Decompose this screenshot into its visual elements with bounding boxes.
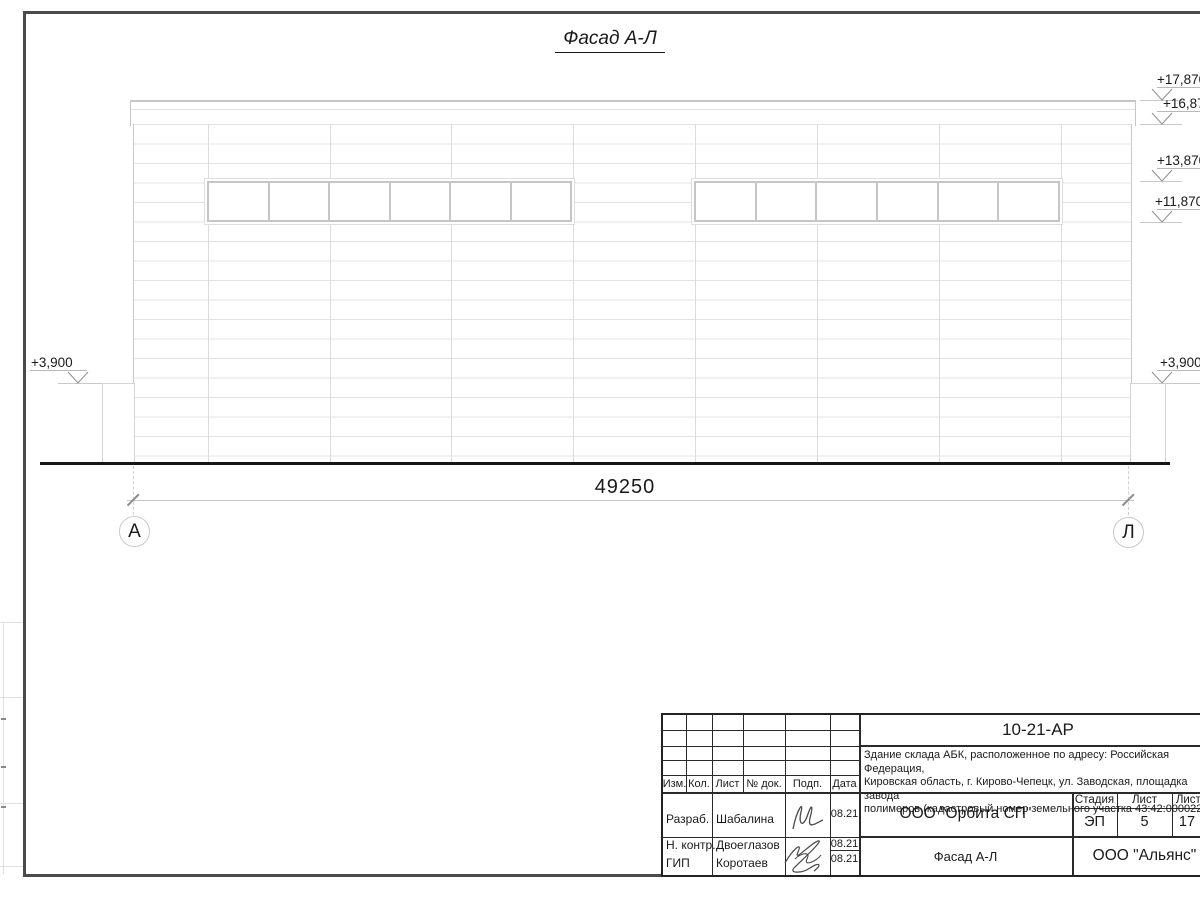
- ground-line: [40, 462, 1170, 465]
- row-date: 08.21: [830, 853, 859, 865]
- elevation-arrow-icon: [1151, 210, 1173, 223]
- col-header-izm: Изм.: [662, 777, 687, 790]
- elevation-leader: [1140, 100, 1182, 101]
- axis-bubble-l: Л: [1113, 517, 1144, 548]
- elevation-leader: [1140, 181, 1182, 182]
- elevation-arrow-icon: [1151, 371, 1173, 384]
- elevation-arrow-icon: [67, 371, 89, 384]
- elevation-leader: [1157, 87, 1200, 88]
- axis-bubble-a: А: [119, 516, 150, 547]
- col-header-list: Лист: [715, 777, 740, 790]
- signature-icon: [792, 806, 824, 830]
- elevation-leader: [58, 383, 102, 384]
- signature-icon: [784, 840, 822, 873]
- window-pane: [330, 183, 391, 220]
- row-date: 08.21: [830, 808, 859, 820]
- elevation-leader: [1157, 370, 1200, 371]
- doc-number: 10-21-АР: [1002, 720, 1074, 739]
- sheet-header: Лист: [1132, 794, 1157, 806]
- window-pane: [999, 183, 1058, 220]
- sheets-header: Листов: [1175, 794, 1200, 806]
- frame-left: [23, 11, 26, 877]
- row-name-shabalina: Шабалина: [716, 812, 774, 826]
- facade-wall: [133, 124, 1132, 465]
- frame-bottom: [23, 874, 1200, 877]
- window-pane: [696, 183, 757, 220]
- annex-right: [1130, 383, 1166, 464]
- sheet-value: 5: [1140, 814, 1149, 830]
- elevation-leader: [30, 370, 87, 371]
- project-description: Здание склада АБК, расположенное по адре…: [864, 749, 1200, 817]
- annex-left: [102, 383, 135, 464]
- elevation-leader: [1164, 383, 1200, 384]
- title-block: Изм. Кол. Лист № док. Подп. Дата Разраб.…: [661, 713, 1200, 877]
- row-role-gip: ГИП: [666, 856, 690, 870]
- frame-top: [23, 11, 1200, 14]
- elevation-leader: [1157, 111, 1200, 112]
- row-role-razrab: Разраб.: [666, 812, 710, 826]
- elevation-arrow-icon: [1151, 112, 1173, 125]
- facade-parapet: [130, 100, 1136, 126]
- margin-stamp-line: [0, 622, 23, 623]
- sheets-value: 17: [1178, 814, 1196, 830]
- row-name-dvoeglazov: Двоеглазов: [716, 838, 780, 852]
- stage-value: ЭП: [1084, 814, 1105, 830]
- window-pane: [817, 183, 879, 220]
- margin-stamp-line: [0, 866, 23, 867]
- margin-stamp-mark: [1, 766, 6, 768]
- margin-stamp-line: [0, 803, 23, 804]
- window-pane: [391, 183, 451, 220]
- elevation-leader: [1157, 168, 1200, 169]
- elevation-leader: [1140, 124, 1182, 125]
- window-pane: [270, 183, 330, 220]
- margin-stamp-line: [3, 622, 4, 874]
- elevation-mark-13870: +13,870: [1157, 153, 1200, 168]
- drawing-title: Фасад А-Л: [460, 28, 760, 53]
- margin-stamp-mark: [1, 718, 6, 720]
- extension-line-right: [1128, 466, 1130, 515]
- window-pane: [878, 183, 939, 220]
- row-date: 08.21: [830, 837, 859, 850]
- elevation-arrow-icon: [1151, 169, 1173, 182]
- dimension-value: 49250: [594, 476, 656, 498]
- drawing-name-cell: Фасад А-Л: [933, 848, 998, 864]
- elevation-mark-3900-right: +3,900: [1160, 355, 1200, 370]
- stage-header: Стадия: [1074, 794, 1115, 806]
- elevation-mark-16870: +16,870: [1163, 96, 1200, 111]
- dimension-line: [127, 500, 1134, 501]
- description-line: полимеров (кадастровый номер земельного …: [864, 803, 1200, 815]
- row-name-korotaev: Коротаев: [716, 856, 768, 870]
- description-line: Кировская область, г. Кирово-Чепецк, ул.…: [864, 776, 1188, 802]
- elevation-mark-3900-left: +3,900: [31, 355, 73, 370]
- window-band-right: [694, 181, 1060, 222]
- col-header-kol: Кол.: [688, 777, 710, 790]
- elevation-arrow-icon: [1151, 88, 1173, 101]
- elevation-mark-17870: +17,870: [1157, 72, 1200, 87]
- col-header-data: Дата: [832, 777, 857, 790]
- col-header-podp: Подп.: [792, 777, 823, 790]
- window-pane: [209, 183, 270, 220]
- window-pane: [939, 183, 1000, 220]
- window-pane: [512, 183, 571, 220]
- margin-stamp-mark: [1, 806, 6, 808]
- elevation-leader: [1157, 209, 1200, 210]
- elevation-mark-11870: +11,870: [1155, 194, 1200, 209]
- window-band-left: [207, 181, 572, 222]
- row-role-nkontr: Н. контр.: [666, 838, 716, 852]
- col-header-doc: № док.: [746, 777, 782, 790]
- description-line: Здание склада АБК, расположенное по адре…: [864, 749, 1170, 775]
- contractor-name: ООО "Альянс": [1092, 847, 1197, 864]
- elevation-leader: [1140, 222, 1182, 223]
- margin-stamp-line: [0, 697, 23, 698]
- extension-line-left: [133, 466, 135, 515]
- org-name: ООО "Орбита СП": [899, 805, 1032, 822]
- window-pane: [757, 183, 818, 220]
- window-pane: [451, 183, 512, 220]
